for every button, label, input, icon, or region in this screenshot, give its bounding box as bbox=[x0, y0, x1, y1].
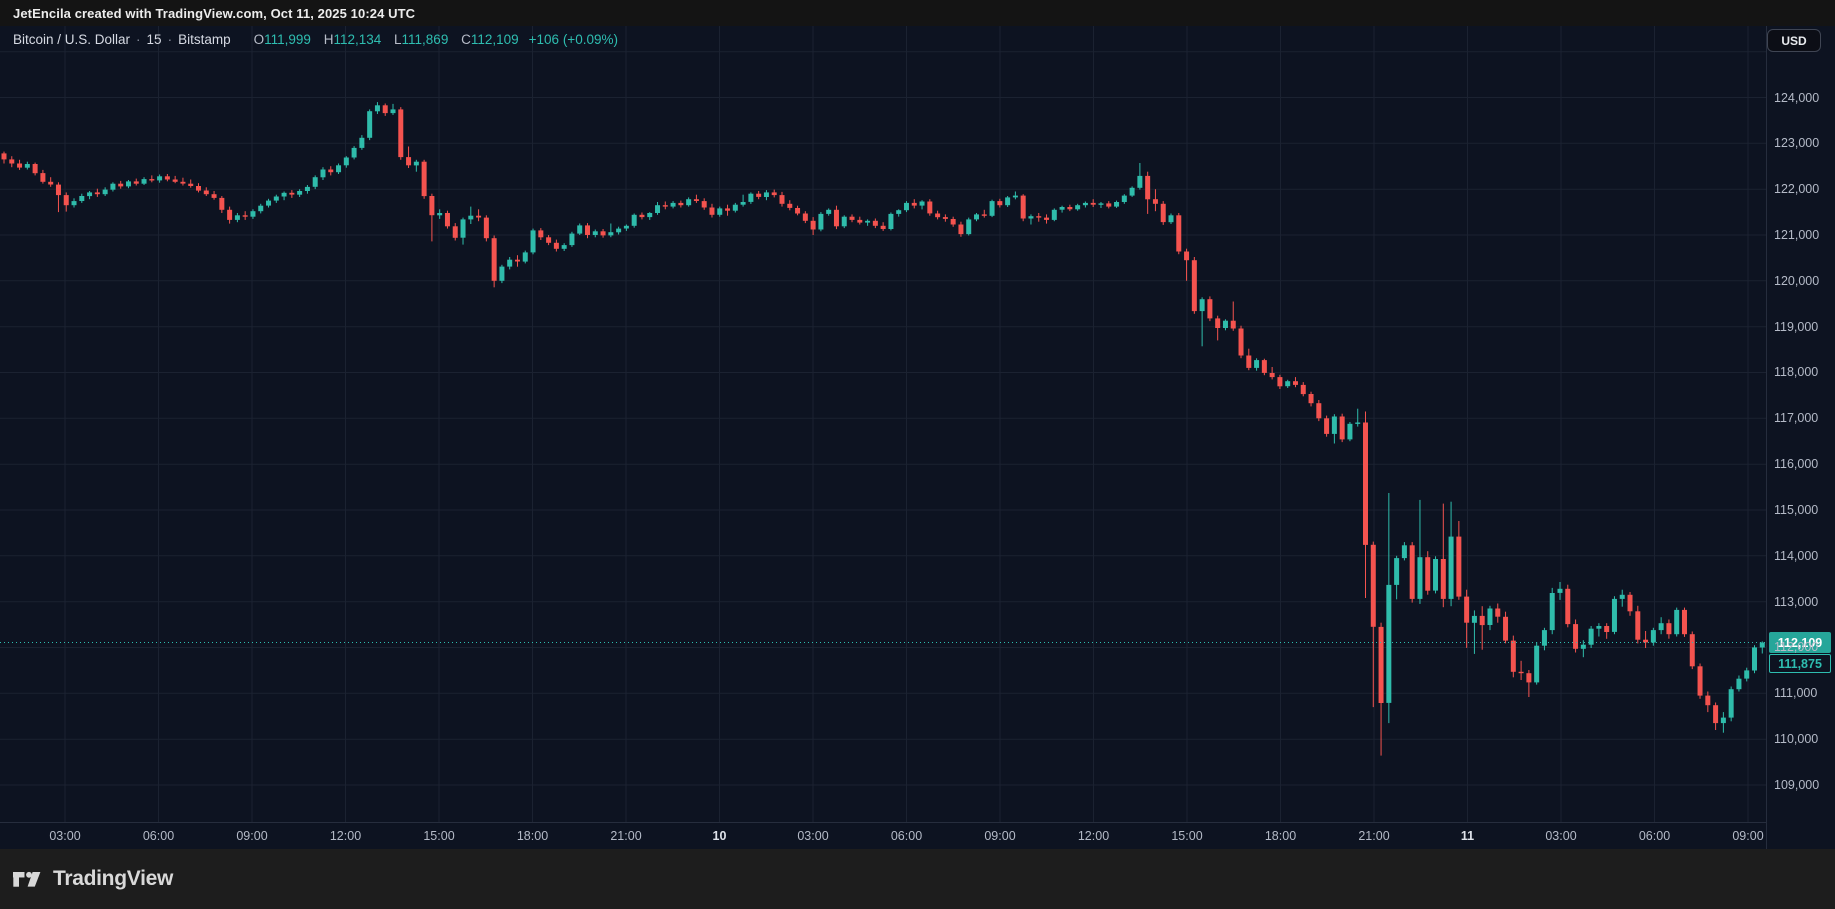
low-letter: L bbox=[394, 32, 402, 47]
time-tick-label: 06:00 bbox=[890, 829, 923, 843]
close-letter: C bbox=[461, 32, 471, 47]
attribution-text: JetEncila created with TradingView.com, … bbox=[13, 5, 416, 21]
high-value: 112,134 bbox=[333, 32, 382, 47]
currency-toggle-button[interactable]: USD bbox=[1767, 29, 1821, 52]
price-tick-label: 112,000 bbox=[1774, 640, 1819, 654]
interval-value[interactable]: 15 bbox=[146, 32, 162, 47]
tradingview-logo-link[interactable]: TradingView bbox=[13, 867, 173, 892]
candlestick-chart[interactable] bbox=[0, 26, 1766, 822]
tradingview-logo-icon bbox=[13, 871, 41, 887]
chart-region: Bitcoin / U.S. Dollar · 15 · Bitstamp O1… bbox=[0, 26, 1835, 849]
price-tick-label: 122,000 bbox=[1774, 182, 1820, 196]
time-tick-label: 09:00 bbox=[984, 829, 1016, 843]
price-tick-label: 114,000 bbox=[1774, 549, 1819, 563]
price-tick-label: 116,000 bbox=[1774, 457, 1819, 471]
time-tick-label: 03:00 bbox=[1545, 829, 1577, 843]
time-tick-label: 06:00 bbox=[1638, 829, 1671, 843]
high-letter: H bbox=[323, 32, 334, 47]
price-tick-label: 121,000 bbox=[1774, 228, 1820, 242]
price-tick-label: 113,000 bbox=[1774, 595, 1819, 609]
low-value: 111,869 bbox=[401, 32, 449, 47]
date-tick-label: 10 bbox=[712, 829, 727, 843]
attribution-bar: JetEncila created with TradingView.com, … bbox=[0, 0, 1835, 26]
time-tick-label: 09:00 bbox=[1732, 829, 1764, 843]
time-tick-label: 18:00 bbox=[1264, 829, 1297, 843]
price-tick-label: 123,000 bbox=[1774, 136, 1820, 150]
time-tick-label: 15:00 bbox=[423, 829, 455, 843]
open-value: 111,999 bbox=[264, 32, 311, 47]
time-tick-label: 03:00 bbox=[797, 829, 829, 843]
price-tick-label: 110,000 bbox=[1774, 732, 1819, 746]
time-tick-label: 12:00 bbox=[329, 829, 362, 843]
time-tick-label: 18:00 bbox=[516, 829, 549, 843]
time-axis[interactable]: 03:00 06:00 09:00 12:00 15:00 18:00 21:00 10 03:… bbox=[0, 822, 1766, 849]
legend-separator: · bbox=[167, 32, 173, 47]
time-tick-label: 15:00 bbox=[1171, 829, 1203, 843]
time-tick-label: 06:00 bbox=[142, 829, 175, 843]
time-tick-label: 12:00 bbox=[1077, 829, 1110, 843]
tradingview-wordmark: TradingView bbox=[53, 867, 174, 890]
secondary-price-label: 111,875 bbox=[1769, 654, 1831, 673]
price-tick-label: 119,000 bbox=[1774, 320, 1819, 334]
symbol-title[interactable]: Bitcoin / U.S. Dollar bbox=[13, 32, 131, 47]
chart-legend: Bitcoin / U.S. Dollar · 15 · Bitstamp O1… bbox=[13, 32, 618, 47]
time-tick-label: 09:00 bbox=[236, 829, 268, 843]
time-tick-label: 21:00 bbox=[610, 829, 642, 843]
time-tick-label: 03:00 bbox=[49, 829, 81, 843]
price-tick-label: 120,000 bbox=[1774, 274, 1820, 288]
open-letter: O bbox=[253, 32, 265, 47]
price-tick-label: 109,000 bbox=[1774, 778, 1820, 792]
close-value: 112,109 bbox=[470, 32, 519, 47]
price-tick-label: 117,000 bbox=[1774, 411, 1819, 425]
legend-separator: · bbox=[136, 32, 141, 47]
exchange-name[interactable]: Bitstamp bbox=[178, 32, 231, 47]
price-axis[interactable]: 112,109 111,875 124,000 123,000 122,000 121… bbox=[1766, 26, 1835, 849]
price-tick-label: 118,000 bbox=[1774, 365, 1819, 379]
price-tick-label: 111,000 bbox=[1774, 686, 1818, 700]
price-tick-label: 124,000 bbox=[1774, 91, 1820, 105]
change-value: +106 (+0.09%) bbox=[528, 32, 618, 47]
time-tick-label: 21:00 bbox=[1358, 829, 1390, 843]
footer-bar: TradingView bbox=[0, 849, 1835, 909]
ohlc-values: O111,999 H112,134 L111,869 C112,109 bbox=[245, 32, 519, 47]
date-tick-label: 11 bbox=[1460, 829, 1475, 843]
price-tick-label: 115,000 bbox=[1774, 503, 1819, 517]
last-price-label: 112,109 bbox=[1769, 632, 1831, 653]
